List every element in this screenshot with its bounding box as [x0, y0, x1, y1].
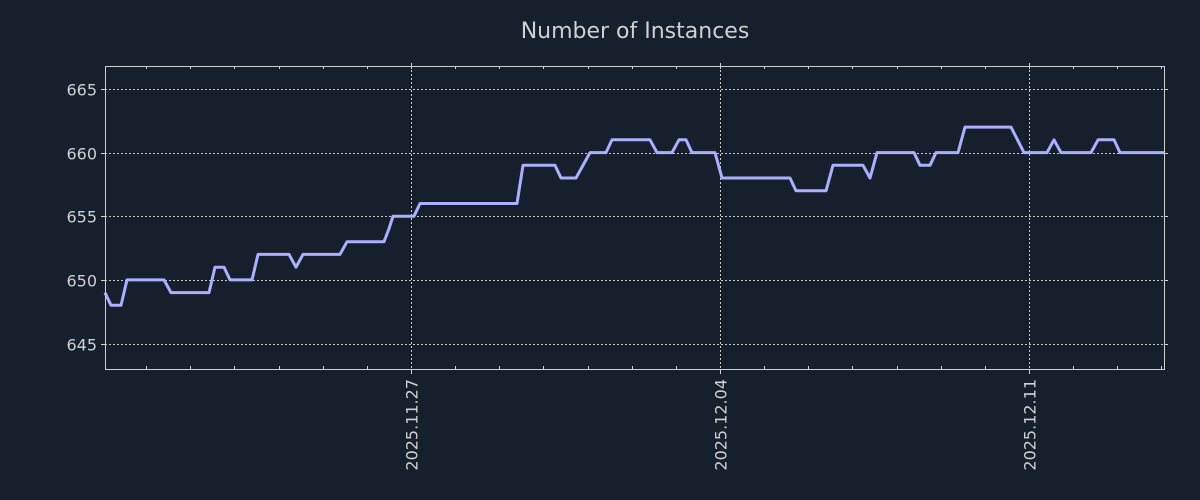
x-tick-label: 2025.11.27: [403, 379, 422, 471]
y-tick-label: 645: [66, 336, 97, 355]
series-line-number-of-instances: [103, 125, 1164, 307]
plot-frame: [105, 66, 1165, 370]
y-tick-label: 660: [66, 145, 97, 164]
axis-ticks: [101, 63, 1168, 374]
tick-labels: 645 650 655 660 665 2025.11.27 2025.12.04 2025.…: [66, 81, 1039, 471]
chart-title: Number of Instances: [521, 19, 750, 44]
grid: [105, 66, 1164, 369]
x-tick-label: 2025.12.04: [712, 379, 731, 471]
y-tick-label: 665: [66, 81, 97, 100]
y-tick-label: 655: [66, 208, 97, 227]
x-tick-label: 2025.12.11: [1021, 379, 1040, 471]
y-tick-label: 650: [66, 272, 97, 291]
